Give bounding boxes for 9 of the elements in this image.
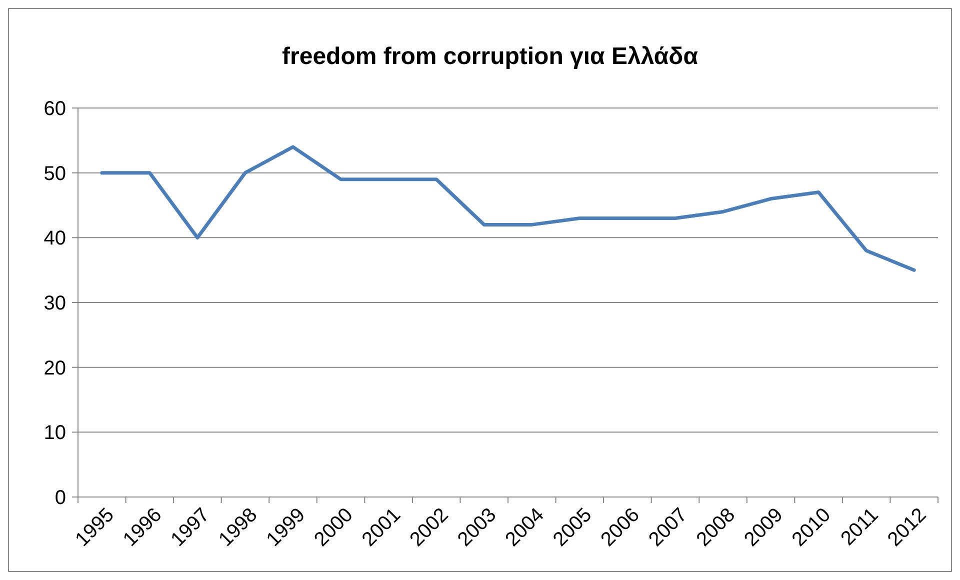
y-tick-label: 50 — [44, 162, 66, 185]
y-tick-label: 40 — [44, 228, 66, 250]
y-tick-label: 10 — [44, 422, 66, 444]
y-tick-label: 30 — [44, 292, 66, 314]
chart-title: freedom from corruption για Ελλάδα — [282, 43, 698, 70]
y-tick-label: 60 — [44, 98, 66, 120]
y-tick-label: 0 — [54, 487, 66, 509]
line-series — [100, 145, 916, 272]
y-tick-label: 20 — [44, 357, 66, 380]
